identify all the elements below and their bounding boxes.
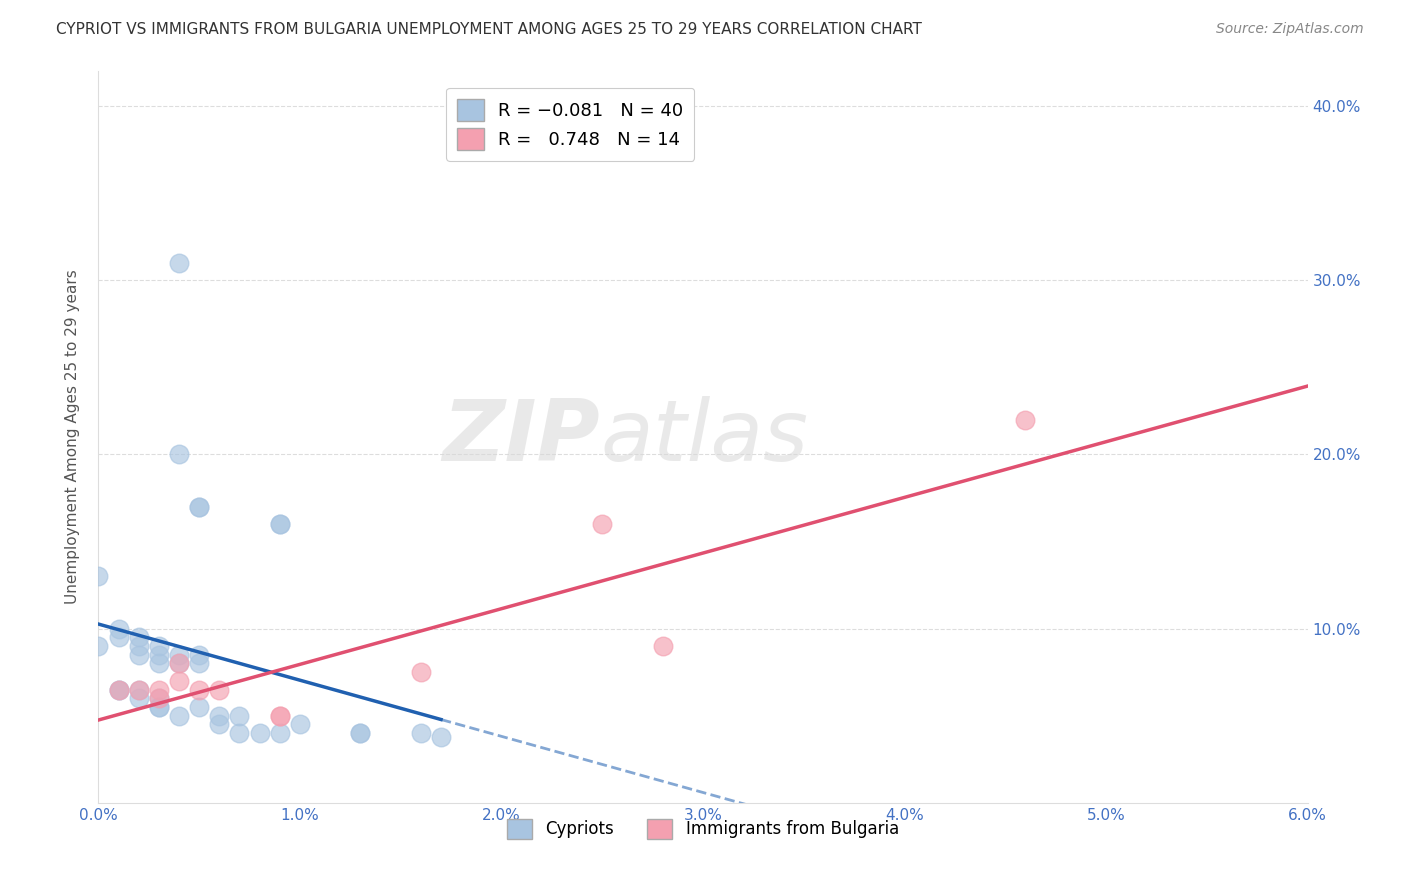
Point — [148, 700, 170, 714]
Y-axis label: Unemployment Among Ages 25 to 29 years: Unemployment Among Ages 25 to 29 years — [65, 269, 80, 605]
Point — [208, 708, 231, 723]
Point — [167, 657, 190, 671]
Point — [249, 726, 271, 740]
Point — [128, 691, 150, 706]
Point — [409, 665, 432, 680]
Text: ZIP: ZIP — [443, 395, 600, 479]
Point — [188, 648, 211, 662]
Point — [148, 682, 170, 697]
Point — [349, 726, 371, 740]
Point — [107, 682, 129, 697]
Point — [208, 717, 231, 731]
Point — [128, 682, 150, 697]
Point — [269, 708, 291, 723]
Point — [148, 691, 170, 706]
Point — [167, 256, 190, 270]
Text: CYPRIOT VS IMMIGRANTS FROM BULGARIA UNEMPLOYMENT AMONG AGES 25 TO 29 YEARS CORRE: CYPRIOT VS IMMIGRANTS FROM BULGARIA UNEM… — [56, 22, 922, 37]
Point — [188, 700, 211, 714]
Legend: Cypriots, Immigrants from Bulgaria: Cypriots, Immigrants from Bulgaria — [501, 812, 905, 846]
Point — [228, 708, 250, 723]
Point — [148, 657, 170, 671]
Point — [430, 730, 453, 744]
Point — [591, 517, 613, 532]
Point — [269, 517, 291, 532]
Text: atlas: atlas — [600, 395, 808, 479]
Point — [107, 682, 129, 697]
Point — [269, 726, 291, 740]
Point — [148, 648, 170, 662]
Point — [148, 691, 170, 706]
Point — [349, 726, 371, 740]
Point — [208, 682, 231, 697]
Point — [87, 569, 110, 583]
Point — [128, 639, 150, 653]
Point — [167, 708, 190, 723]
Point — [188, 682, 211, 697]
Point — [148, 700, 170, 714]
Point — [269, 708, 291, 723]
Point — [188, 657, 211, 671]
Point — [167, 448, 190, 462]
Point — [128, 631, 150, 645]
Point — [1014, 412, 1036, 426]
Point — [107, 622, 129, 636]
Point — [148, 639, 170, 653]
Point — [167, 673, 190, 688]
Point — [167, 648, 190, 662]
Point — [288, 717, 311, 731]
Point — [228, 726, 250, 740]
Point — [128, 682, 150, 697]
Point — [188, 500, 211, 514]
Point — [188, 500, 211, 514]
Point — [87, 639, 110, 653]
Point — [269, 517, 291, 532]
Point — [128, 648, 150, 662]
Point — [409, 726, 432, 740]
Point — [167, 657, 190, 671]
Point — [651, 639, 673, 653]
Point — [107, 631, 129, 645]
Text: Source: ZipAtlas.com: Source: ZipAtlas.com — [1216, 22, 1364, 37]
Point — [107, 682, 129, 697]
